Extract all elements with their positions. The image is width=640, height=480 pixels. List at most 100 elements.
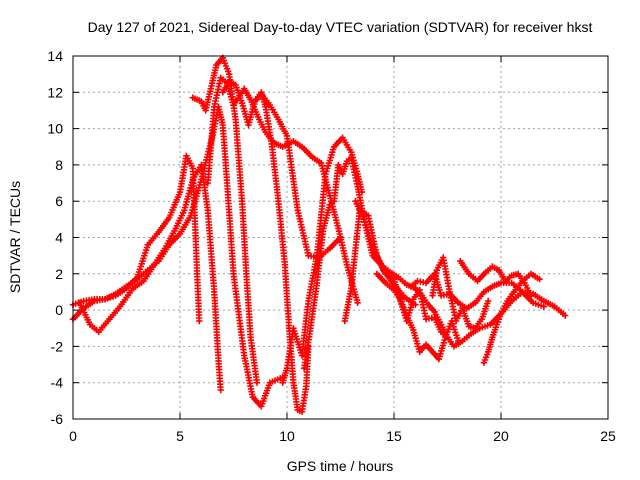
data-point	[473, 301, 477, 305]
data-point	[480, 317, 484, 321]
data-point	[232, 272, 235, 276]
data-point	[319, 161, 323, 165]
data-point	[304, 384, 308, 388]
y-tick-label: -6	[51, 411, 64, 427]
data-point	[242, 354, 246, 357]
data-point	[349, 150, 353, 154]
data-point	[476, 279, 479, 283]
data-point	[182, 208, 186, 212]
y-tick-label: 6	[55, 193, 63, 209]
series-track-7	[251, 90, 344, 261]
data-point	[516, 272, 520, 276]
data-point	[349, 286, 353, 290]
data-point	[542, 299, 546, 303]
x-tick-label: 10	[279, 428, 295, 444]
data-point	[384, 272, 387, 276]
data-point	[185, 154, 188, 158]
data-point	[163, 247, 167, 250]
data-point	[221, 56, 225, 60]
data-point	[467, 325, 471, 328]
y-tick-label: -2	[51, 338, 64, 354]
data-point	[135, 276, 139, 279]
data-point	[414, 286, 417, 290]
data-point	[375, 272, 379, 276]
data-point	[78, 301, 81, 305]
data-point	[234, 118, 238, 121]
x-tick-label: 25	[600, 428, 616, 444]
series-track-16	[480, 270, 543, 366]
data-point	[345, 159, 349, 163]
y-tick-label: 4	[55, 230, 63, 246]
data-point	[553, 305, 556, 308]
series-track-6	[219, 78, 312, 415]
data-point	[366, 214, 370, 218]
data-point	[399, 297, 402, 301]
data-point	[259, 404, 263, 408]
y-tick-label: 10	[47, 121, 63, 137]
data-point	[444, 335, 447, 339]
data-point	[431, 294, 434, 297]
x-tick-label: 15	[386, 428, 402, 444]
data-point	[379, 263, 383, 267]
data-point	[118, 305, 122, 308]
data-point	[469, 332, 473, 336]
x-tick-label: 0	[69, 428, 77, 444]
data-point	[189, 214, 193, 218]
data-point	[349, 156, 353, 160]
axis-ticks: 0 5 10 15 20 25 -6 -4 -2 0 2 4 6 8 10 12 14	[47, 48, 616, 444]
data-point	[311, 156, 315, 160]
data-point	[405, 314, 409, 317]
data-point	[302, 366, 306, 370]
x-axis-label: GPS time / hours	[287, 458, 394, 474]
series-track-4	[189, 54, 261, 386]
data-point	[283, 263, 287, 267]
data-point	[217, 105, 220, 109]
data-point	[328, 203, 332, 207]
data-point	[341, 136, 344, 140]
data-point	[332, 145, 336, 149]
data-point	[461, 339, 464, 343]
data-point	[253, 100, 257, 103]
data-point	[244, 272, 248, 276]
data-point	[491, 265, 494, 268]
data-point	[200, 163, 203, 167]
data-point	[270, 145, 274, 149]
series-track-3	[76, 161, 224, 394]
data-point	[337, 227, 340, 230]
data-point	[195, 272, 199, 276]
data-point	[345, 263, 349, 267]
data-point	[435, 268, 439, 272]
data-point	[125, 286, 128, 290]
data-point	[506, 299, 509, 303]
data-point	[510, 299, 514, 303]
data-point	[219, 76, 223, 80]
data-point	[356, 301, 359, 305]
data-point	[371, 254, 374, 258]
data-point	[503, 279, 507, 283]
data-point	[521, 279, 524, 283]
data-point	[268, 103, 272, 107]
data-point	[227, 72, 231, 76]
data-point	[542, 305, 546, 308]
plot-frame	[72, 55, 609, 420]
data-point	[341, 172, 344, 176]
data-point	[426, 303, 430, 307]
data-point	[529, 272, 533, 276]
data-point	[405, 283, 409, 287]
data-point	[384, 281, 387, 285]
data-point	[538, 277, 541, 281]
data-point	[221, 123, 225, 127]
data-point	[497, 268, 501, 272]
data-point	[247, 123, 250, 127]
data-point	[411, 328, 415, 332]
data-point	[396, 276, 400, 279]
data-point	[251, 395, 255, 399]
data-point	[210, 81, 214, 85]
y-tick-label: 12	[47, 84, 63, 100]
data-point	[409, 285, 413, 288]
data-point	[206, 208, 210, 212]
data-point	[206, 181, 210, 185]
data-point	[88, 323, 92, 326]
y-tick-label: 14	[47, 48, 63, 64]
data-point	[486, 350, 490, 354]
